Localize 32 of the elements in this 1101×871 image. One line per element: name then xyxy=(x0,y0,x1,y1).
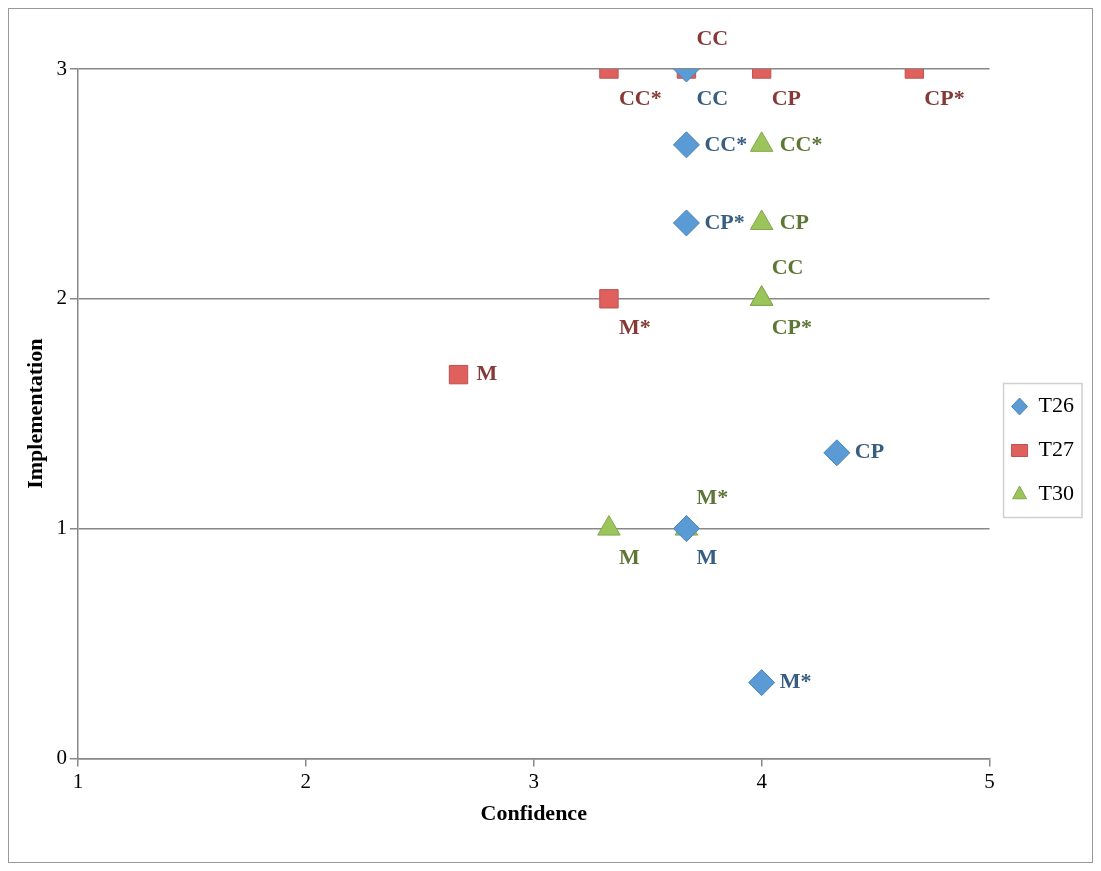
data-label: CP xyxy=(779,208,809,234)
legend-label: T30 xyxy=(1038,480,1075,506)
legend-label: T27 xyxy=(1038,436,1075,462)
data-label: CP xyxy=(771,84,801,110)
data-label: M* xyxy=(779,668,812,694)
data-label: CC xyxy=(696,84,729,110)
y-tick-label: 3 xyxy=(56,55,67,80)
y-tick-label: 1 xyxy=(56,515,67,540)
x-tick-label: 2 xyxy=(300,768,312,793)
y-tick-label: 2 xyxy=(56,285,67,310)
data-label: M xyxy=(696,544,718,570)
data-label: CP* xyxy=(924,84,965,110)
data-label: CC* xyxy=(618,84,662,110)
data-label: CC* xyxy=(779,130,823,156)
legend-label: T26 xyxy=(1038,392,1075,418)
data-label: CC xyxy=(771,254,804,280)
y-tick-label: 0 xyxy=(56,744,67,769)
data-label: M* xyxy=(618,314,651,340)
data-label: M xyxy=(476,360,498,386)
data-label: CP xyxy=(854,438,885,464)
x-axis-title: Confidence xyxy=(480,800,588,826)
data-label: M xyxy=(618,544,640,570)
data-label: CC* xyxy=(704,130,748,156)
y-axis-title: Implementation xyxy=(21,338,47,489)
x-tick-label: 3 xyxy=(528,768,539,793)
data-label: CP* xyxy=(771,314,812,340)
x-tick-label: 5 xyxy=(984,768,995,793)
x-tick-label: 1 xyxy=(72,768,84,793)
data-label: CC xyxy=(696,24,729,50)
data-label: CP* xyxy=(704,208,745,234)
data-label: M* xyxy=(696,484,729,510)
x-tick-label: 4 xyxy=(756,768,768,793)
